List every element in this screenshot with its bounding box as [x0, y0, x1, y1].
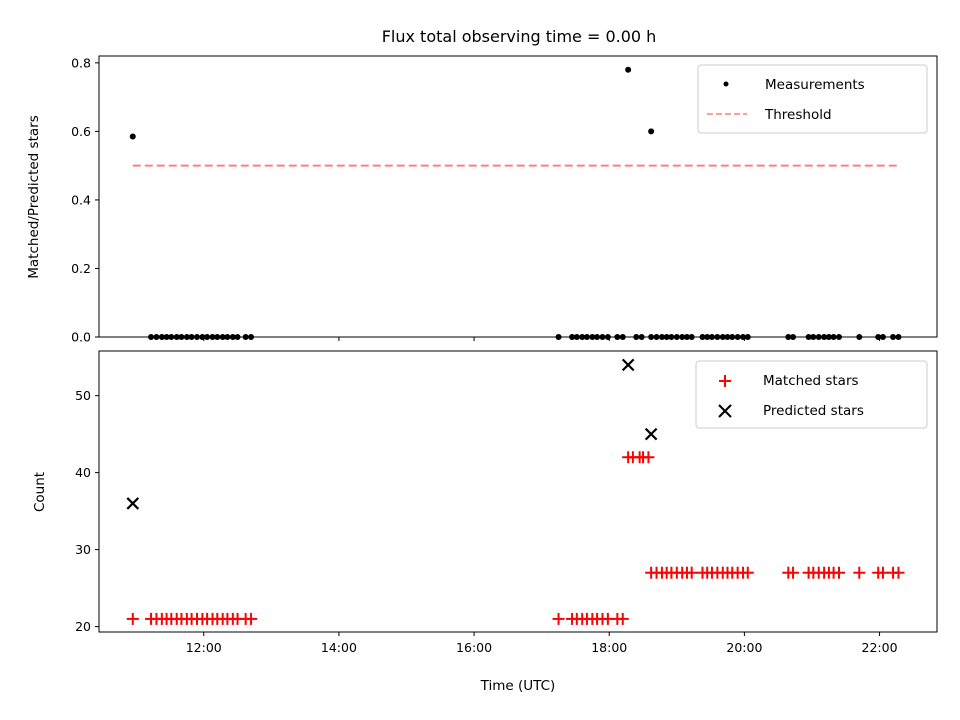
top-panel-y-label: Matched/Predicted stars [26, 115, 42, 278]
matched-stars-point [787, 566, 800, 579]
matched-stars-point [741, 566, 754, 579]
top-panel: 0.00.20.40.60.8 Matched/Predicted stars … [26, 55, 938, 345]
matched-stars-point [876, 566, 889, 579]
x-tick-label: 22:00 [862, 640, 898, 655]
matched-stars-point [833, 566, 846, 579]
x-tick-label: 20:00 [726, 640, 762, 655]
legend-matched-marker [719, 375, 731, 387]
predicted-stars-point [621, 358, 635, 372]
legend-matched-label: Matched stars [763, 373, 859, 389]
y-tick-label: 40 [75, 465, 91, 480]
matched-stars-point [552, 612, 565, 625]
top-legend-box [697, 64, 928, 134]
bottom-panel-x-ticks: 12:00 14:00 16:00 18:00 20:00 22:00 [186, 632, 898, 655]
y-tick-label: 20 [75, 619, 91, 634]
top-panel-x-ticks [203, 337, 881, 341]
bottom-legend-box [695, 360, 928, 429]
bottom-panel-marks [126, 358, 905, 625]
bottom-panel-x-label: Time (UTC) [480, 678, 556, 694]
matched-stars-point [126, 612, 139, 625]
x-tick-label: 16:00 [456, 640, 492, 655]
legend-predicted-marker [718, 404, 732, 418]
bottom-panel-y-label: Count [32, 472, 48, 512]
top-panel-frame [98, 55, 938, 338]
matched-stars-point [245, 612, 258, 625]
bottom-panel-y-ticks: 20 30 40 50 [75, 388, 99, 634]
y-tick-label: 0.8 [71, 55, 91, 70]
legend-measurements-marker [723, 81, 729, 87]
top-panel-legend: Measurements Threshold [697, 64, 928, 134]
bottom-panel-legend: Matched stars Predicted stars [695, 360, 928, 429]
matched-stars-point [642, 451, 655, 464]
matched-stars-point [685, 566, 698, 579]
y-tick-label: 0.4 [71, 192, 91, 207]
legend-threshold-label: Threshold [764, 107, 832, 123]
measurement-point [129, 133, 136, 140]
matched-stars-point [616, 612, 629, 625]
y-tick-label: 0.0 [71, 330, 91, 345]
legend-predicted-label: Predicted stars [763, 403, 864, 419]
measurement-point [625, 66, 632, 73]
x-tick-label: 12:00 [186, 640, 222, 655]
x-tick-label: 18:00 [591, 640, 627, 655]
y-tick-label: 0.6 [71, 124, 91, 139]
chart-title: Flux total observing time = 0.00 h [382, 27, 657, 46]
matched-stars-point [853, 566, 866, 579]
measurement-point [648, 128, 655, 135]
y-tick-label: 30 [75, 542, 91, 557]
bottom-panel-frame [98, 350, 938, 633]
x-tick-label: 14:00 [321, 640, 357, 655]
predicted-stars-point [644, 427, 658, 441]
predicted-stars-point [126, 497, 140, 510]
top-panel-y-ticks: 0.0 0.2 0.4 0.6 0.8 [71, 55, 99, 345]
y-tick-label: 0.2 [71, 261, 91, 276]
y-tick-label: 50 [75, 388, 91, 403]
matched-stars-point [892, 566, 905, 579]
legend-measurements-label: Measurements [765, 77, 865, 93]
